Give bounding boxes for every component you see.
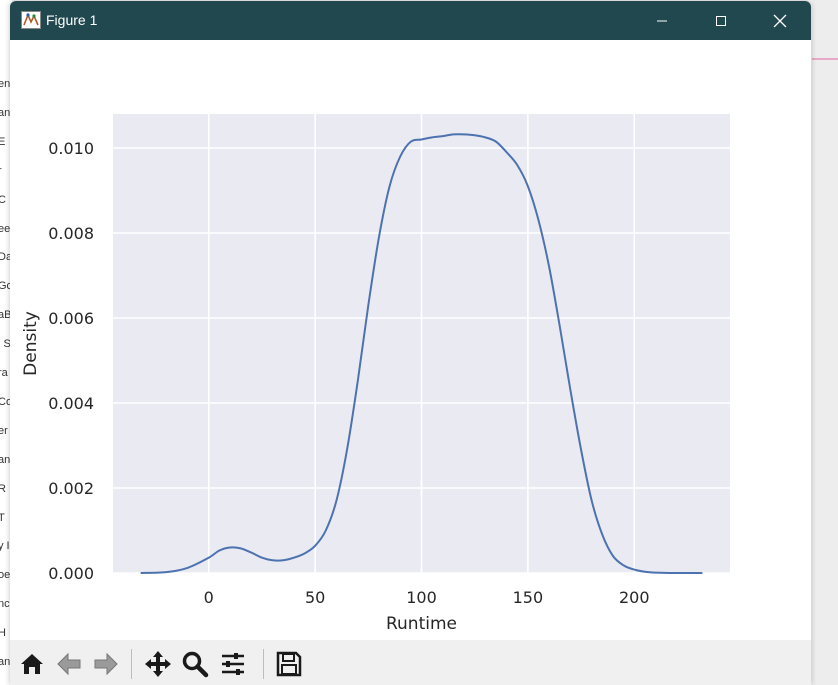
zoom-icon — [182, 651, 209, 678]
background-text-fragment: en — [0, 78, 11, 90]
maximize-button[interactable] — [693, 1, 749, 40]
x-tick-label: 0 — [204, 588, 214, 607]
maximize-icon — [716, 15, 726, 26]
grid-lines — [113, 114, 730, 574]
background-text-fragment: Go — [0, 280, 12, 293]
background-text-fragment: H — [0, 627, 6, 640]
x-tick-label: 150 — [513, 588, 544, 607]
forward-button[interactable] — [89, 647, 123, 681]
background-text-fragment: Da — [0, 251, 12, 264]
y-tick-label: 0.008 — [48, 224, 94, 243]
close-button[interactable] — [752, 1, 808, 40]
background-text-fragment: C — [0, 193, 6, 206]
title-bar: Figure 1 — [10, 1, 811, 40]
minimize-button[interactable] — [634, 1, 690, 40]
y-tick-label: 0.006 — [48, 309, 94, 328]
background-accent — [812, 58, 838, 60]
minimize-icon — [657, 20, 667, 21]
background-text-fragment: aB — [0, 309, 12, 322]
window-title: Figure 1 — [46, 12, 98, 28]
y-tick-labels: 0.000 0.002 0.004 0.006 0.008 0.010 — [48, 139, 94, 583]
x-tick-label: 50 — [305, 588, 325, 607]
y-tick-label: 0.000 — [48, 564, 94, 583]
kde-plot: 0.000 0.002 0.004 0.006 0.008 0.010 0 50 100 150… — [21, 114, 730, 634]
back-button[interactable] — [52, 647, 86, 681]
background-text-fragment: l S — [0, 338, 11, 351]
home-button[interactable] — [15, 647, 49, 681]
density-line — [140, 133, 703, 575]
background-text-fragment: an — [0, 656, 11, 668]
background-text-fragment: T — [0, 511, 5, 524]
x-tick-label: 100 — [406, 588, 437, 607]
background-text-fragment: E — [0, 135, 6, 148]
back-icon — [57, 652, 81, 676]
figure-canvas[interactable]: 0.000 0.002 0.004 0.006 0.008 0.010 0 50 100 150… — [10, 40, 811, 640]
y-tick-label: 0.004 — [48, 394, 94, 413]
configure-subplots-icon — [222, 653, 244, 675]
background-app-right — [812, 0, 838, 685]
background-text-fragment: R — [0, 482, 6, 495]
y-axis-label: Density — [21, 311, 41, 376]
pan-icon — [145, 651, 171, 677]
toolbar-separator — [263, 649, 264, 679]
x-tick-label: 200 — [619, 588, 650, 607]
y-tick-label: 0.002 — [48, 479, 94, 498]
toolbar-separator — [131, 649, 132, 679]
x-tick-labels: 0 50 100 150 200 — [204, 588, 650, 607]
x-axis-label: Runtime — [386, 614, 457, 634]
background-text-fragment: ra — [0, 367, 8, 379]
configure-subplots-button[interactable] — [216, 647, 250, 681]
background-text-fragment: an — [0, 106, 11, 119]
home-icon — [21, 654, 43, 674]
save-button[interactable] — [272, 647, 306, 681]
figure-window: Figure 1 0.000 0.002 0.004 0.006 0.008 0.010 … — [10, 1, 811, 685]
background-text-fragment: Co — [0, 395, 12, 408]
background-text-fragment: er — [0, 424, 8, 437]
save-icon — [276, 651, 302, 677]
background-text-fragment: an — [0, 453, 11, 466]
background-text-fragment: oe — [0, 569, 11, 582]
pan-button[interactable] — [141, 647, 175, 681]
close-icon — [773, 14, 787, 27]
background-app-strip: en an Er Cee Da Go aB l S ra Co er an R Ty I oe nc Han — [0, 0, 12, 685]
background-text-fragment: y I — [0, 540, 10, 553]
matplotlib-app-icon — [21, 11, 41, 29]
background-text-fragment: nc — [0, 598, 10, 611]
zoom-button[interactable] — [178, 647, 212, 681]
background-text-fragment: ee — [0, 222, 11, 235]
background-text-fragment: r — [0, 165, 2, 177]
navigation-toolbar — [10, 640, 811, 685]
forward-icon — [94, 652, 118, 676]
y-tick-label: 0.010 — [48, 139, 94, 158]
